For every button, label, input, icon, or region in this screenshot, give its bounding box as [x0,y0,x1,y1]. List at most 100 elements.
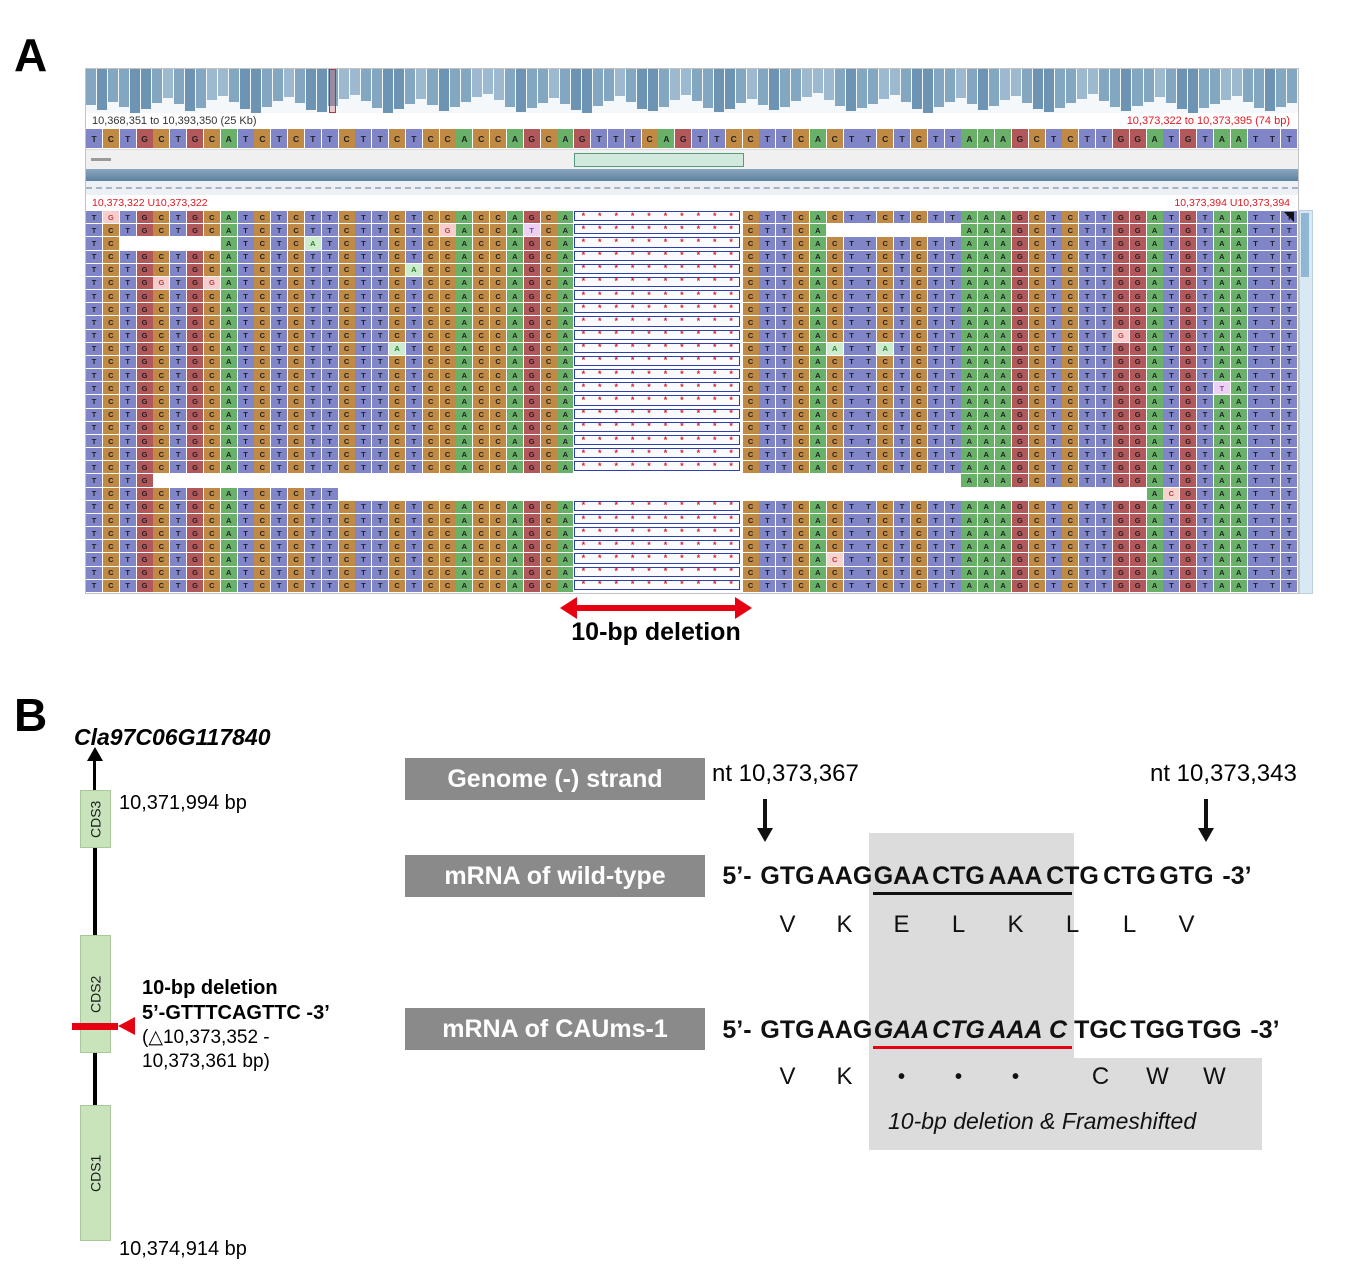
coverage-bar [284,69,295,97]
base-cell: T [372,290,389,303]
base-cell: C [473,527,490,540]
deletion-gap: * * * * * * * * * * [574,316,741,327]
base-cell: C [153,461,170,474]
base-cell: A [1213,342,1230,355]
base-cell: G [523,448,540,461]
base-cell: T [1247,129,1264,148]
base-cell: A [995,369,1012,382]
base-cell: C [1028,382,1045,395]
base-cell: G [1129,211,1146,224]
base-cell: T [1096,316,1113,329]
base-cell: T [759,250,776,263]
base-cell: T [271,355,288,369]
deletion-site-marker [72,1023,118,1030]
base-cell: T [86,382,103,395]
coverage-bar [306,69,317,110]
dashed-line [86,187,1298,189]
base-cell: T [355,421,372,434]
base-cell: A [961,303,978,316]
base-cell: C [102,303,119,316]
nt-right-arrow-icon [1198,828,1214,842]
base-cell: C [1028,303,1045,316]
cds3-box: CDS3 [80,790,111,848]
base-cell: C [1062,527,1079,540]
base-cell: T [271,487,288,500]
base-cell: C [254,540,271,553]
base-cell: G [1129,290,1146,303]
base-cell: C [1028,369,1045,382]
base-cell: G [1180,513,1197,527]
base-cell: C [473,276,490,290]
base-cell: A [220,250,237,263]
scrollbar-thumb[interactable] [1301,213,1309,277]
base-cell: G [1112,276,1129,290]
base-cell: T [607,129,624,148]
base-cell: T [1247,553,1264,566]
base-cell: T [1045,129,1062,148]
base-cell: A [506,527,523,540]
amino-acid: L [951,911,966,938]
base-cell: C [203,303,220,316]
coverage-bar [504,69,515,107]
base-cell: A [978,421,995,434]
vertical-scrollbar[interactable] [1299,210,1313,594]
base-cell: C [389,579,406,592]
mut-red-underline [873,1046,1072,1049]
base-cell: T [860,355,877,369]
base-cell: T [1045,448,1062,461]
base-cell: C [389,369,406,382]
base-cell: T [237,263,254,276]
base-cell: T [304,290,321,303]
base-cell: G [1112,553,1129,566]
base-cell: C [490,129,507,148]
deletion-annotation-seq: 5’-GTTTCAGTTC -3’ [142,1002,330,1024]
base-cell: G [187,421,204,434]
coverage-bar [438,69,449,111]
base-cell: C [826,276,843,290]
base-cell: T [405,276,422,290]
coverage-bar [394,69,405,109]
base-cell: G [1011,382,1028,395]
base-cell: T [1045,224,1062,237]
base-cell: T [86,237,103,250]
base-cell: T [321,303,338,316]
coverage-bar [746,69,757,99]
base-cell: T [1281,224,1298,237]
base-cell: T [355,263,372,276]
base-cell: A [557,224,574,237]
base-cell: C [826,369,843,382]
base-cell: A [557,540,574,553]
deletion-gap: * * * * * * * * * * [574,303,741,314]
base-cell: T [944,540,961,553]
base-cell: C [288,500,305,513]
base-cell: T [170,276,187,290]
intron-line-2 [93,1053,97,1105]
base-cell: T [119,355,136,369]
base-cell: A [456,263,473,276]
base-cell: A [557,129,574,148]
base-cell: T [237,487,254,500]
base-cell: A [1213,553,1230,566]
base-cell: T [119,513,136,527]
base-cell: C [254,421,271,434]
base-cell: T [304,434,321,448]
base-cell: C [288,276,305,290]
base-cell: T [1213,382,1230,395]
wt-seq-row: 5’- GTG AAG GAA CTG AAA CTG CTG GTG -3’ [715,860,1259,892]
base-cell: T [1096,395,1113,408]
base-cell: C [439,290,456,303]
deletion-gap: * * * * * * * * * * [574,448,741,459]
base-cell: T [944,129,961,148]
base-cell: T [304,342,321,355]
base-cell: T [860,434,877,448]
base-cell: C [1062,224,1079,237]
base-cell: T [944,434,961,448]
base-cell: A [978,290,995,303]
base-cell: T [860,408,877,421]
base-cell: C [793,553,810,566]
base-cell: A [809,369,826,382]
